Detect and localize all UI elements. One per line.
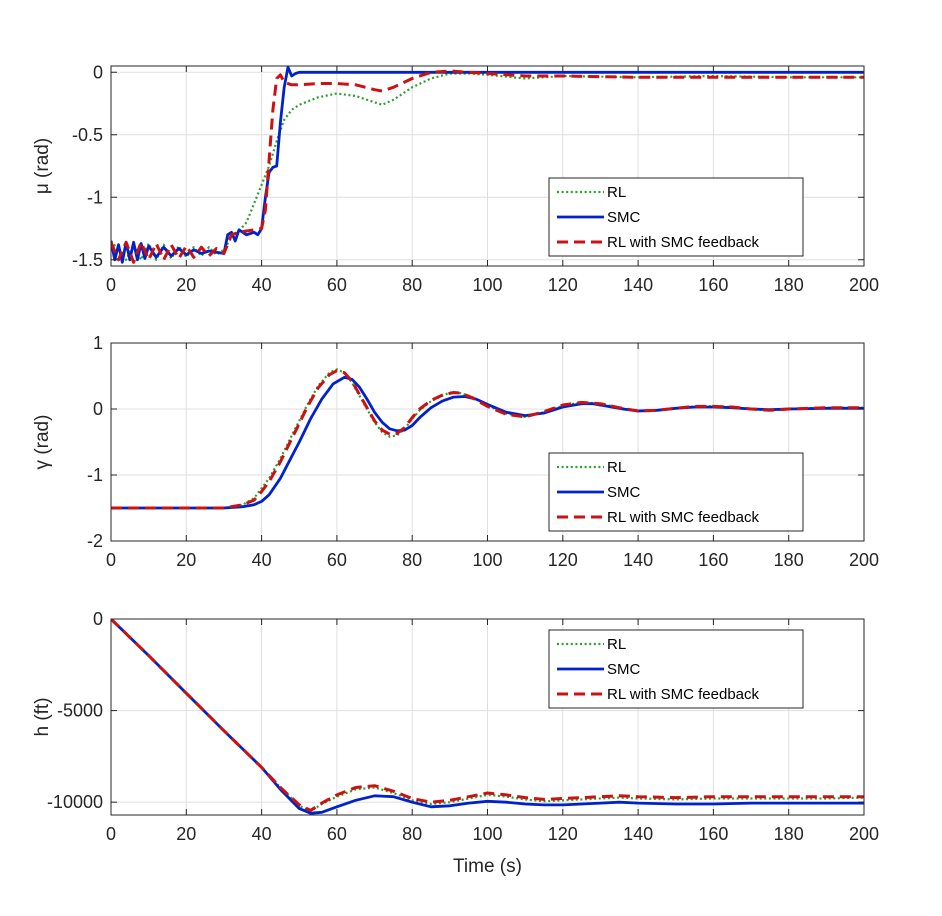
x-axis-label: Time (s) (453, 856, 522, 877)
legend-label: RL with SMC feedback (607, 234, 760, 251)
x-tick-label: 40 (252, 275, 272, 295)
legend-label: RL (607, 459, 626, 476)
x-tick-label: 40 (252, 550, 272, 570)
y-axis-label: γ (rad) (32, 415, 53, 470)
x-tick-label: 200 (849, 824, 879, 844)
legend-label: RL with SMC feedback (607, 509, 760, 526)
x-tick-label: 120 (548, 824, 578, 844)
x-tick-label: 20 (176, 824, 196, 844)
series-line-rl-with-smc-feedback (111, 69, 864, 264)
y-tick-label: 0 (93, 62, 103, 82)
x-tick-label: 140 (623, 824, 653, 844)
legend-label: RL with SMC feedback (607, 686, 760, 703)
x-tick-label: 0 (106, 824, 116, 844)
x-tick-label: 140 (623, 275, 653, 295)
y-tick-label: -5000 (57, 701, 103, 721)
x-tick-label: 100 (472, 824, 502, 844)
y-tick-label: 1 (93, 333, 103, 353)
series-line-rl-with-smc-feedback (111, 369, 864, 510)
y-tick-label: -1 (87, 187, 103, 207)
legend: RL SMC RL with SMC feedback (548, 452, 804, 532)
legend-label: SMC (607, 484, 641, 501)
x-tick-label: 200 (849, 550, 879, 570)
x-tick-label: 40 (252, 824, 272, 844)
legend: RL SMC RL with SMC feedback (548, 629, 804, 709)
x-tick-label: 80 (402, 824, 422, 844)
x-tick-label: 180 (774, 275, 804, 295)
x-tick-label: 0 (106, 550, 116, 570)
x-tick-label: 20 (176, 275, 196, 295)
x-tick-label: 160 (698, 824, 728, 844)
y-axis-label: μ (rad) (32, 138, 53, 194)
x-tick-label: 200 (849, 275, 879, 295)
x-tick-label: 180 (774, 824, 804, 844)
x-tick-label: 180 (774, 550, 804, 570)
y-tick-label: -10000 (47, 792, 103, 812)
x-tick-label: 60 (327, 275, 347, 295)
series-line-rl-with-smc-feedback (111, 619, 864, 812)
subplot-2: 0 20 40 60 80 100 120 140 160 180 200 -2 -1 0 1 γ (rad)… (32, 333, 879, 570)
x-tick-label: 100 (472, 275, 502, 295)
y-tick-label: -1 (87, 465, 103, 485)
x-tick-label: 120 (548, 275, 578, 295)
legend: RL SMC RL with SMC feedback (548, 177, 804, 257)
series-line-smc (111, 375, 864, 510)
legend-label: SMC (607, 661, 641, 678)
x-tick-label: 80 (402, 550, 422, 570)
x-tick-label: 160 (698, 275, 728, 295)
x-tick-label: 120 (548, 550, 578, 570)
x-tick-label: 20 (176, 550, 196, 570)
subplot-3: 0 20 40 60 80 100 120 140 160 180 200 -10000 -5000 0 h… (32, 609, 879, 877)
series-line-rl (111, 619, 864, 813)
legend-label: SMC (607, 209, 641, 226)
y-tick-label: 0 (93, 609, 103, 629)
x-tick-label: 80 (402, 275, 422, 295)
y-tick-label: -1.5 (72, 250, 103, 270)
y-axis-label: h (ft) (32, 697, 53, 736)
x-tick-label: 60 (327, 550, 347, 570)
x-tick-label: 0 (106, 275, 116, 295)
legend-label: RL (607, 184, 626, 201)
y-tick-label: -2 (87, 531, 103, 551)
x-tick-label: 140 (623, 550, 653, 570)
y-tick-label: 0 (93, 399, 103, 419)
x-tick-label: 160 (698, 550, 728, 570)
x-tick-label: 60 (327, 824, 347, 844)
subplot-1: 0 20 40 60 80 100 120 140 160 180 200 -1.5 -1 -0.5 0 μ … (32, 62, 879, 295)
y-tick-label: -0.5 (72, 125, 103, 145)
x-tick-label: 100 (472, 550, 502, 570)
legend-label: RL (607, 636, 626, 653)
